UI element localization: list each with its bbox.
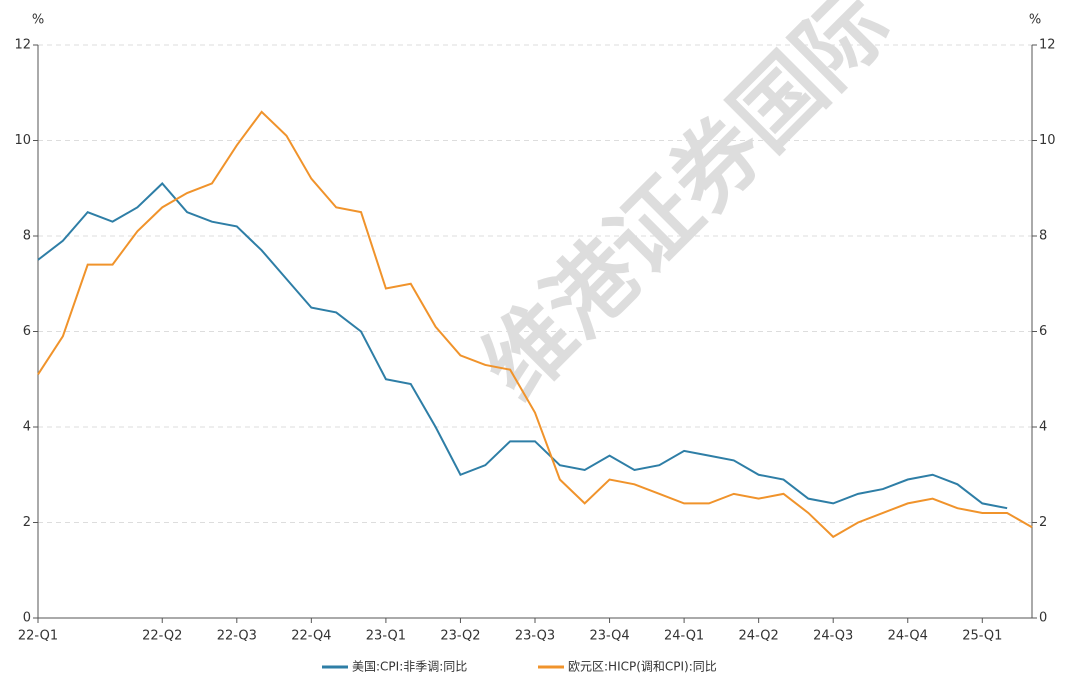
x-tick-label: 24-Q3 xyxy=(813,629,853,644)
y2-tick-label: 8 xyxy=(1039,229,1047,244)
y-tick-label: 2 xyxy=(23,515,31,530)
y2-tick-label: 2 xyxy=(1039,515,1047,530)
legend-item: 欧元区:HICP(调和CPI):同比 xyxy=(538,660,717,674)
x-tick-label: 22-Q3 xyxy=(217,629,257,644)
y-tick-label: 10 xyxy=(14,133,31,148)
x-tick-label: 23-Q2 xyxy=(440,629,480,644)
x-tick-label: 23-Q1 xyxy=(366,629,406,644)
watermark: 维港证券国际 xyxy=(462,0,908,418)
x-tick-label: 22-Q1 xyxy=(18,629,58,644)
x-tick-label: 22-Q2 xyxy=(142,629,182,644)
y-tick-label: 12 xyxy=(14,38,31,53)
series-line xyxy=(37,110,1033,539)
series-line xyxy=(37,182,1008,510)
x-tick-label: 25-Q1 xyxy=(962,629,1002,644)
y-tick-label: 8 xyxy=(23,229,31,244)
y2-tick-label: 6 xyxy=(1039,324,1047,339)
y2-unit: % xyxy=(1029,13,1041,28)
x-tick-label: 24-Q2 xyxy=(739,629,779,644)
y2-tick-label: 4 xyxy=(1039,420,1047,435)
x-tick-label: 22-Q4 xyxy=(291,629,331,644)
x-tick-label: 23-Q3 xyxy=(515,629,555,644)
y2-tick-label: 10 xyxy=(1039,133,1056,148)
y-tick-label: 6 xyxy=(23,324,31,339)
y-unit: % xyxy=(32,13,44,28)
x-tick-label: 24-Q4 xyxy=(888,629,928,644)
y-tick-label: 4 xyxy=(23,420,31,435)
x-tick-label: 23-Q4 xyxy=(589,629,629,644)
legend-label: 美国:CPI:非季调:同比 xyxy=(352,660,467,674)
legend-label: 欧元区:HICP(调和CPI):同比 xyxy=(568,660,717,674)
y-tick-label: 0 xyxy=(23,611,31,626)
x-tick-label: 24-Q1 xyxy=(664,629,704,644)
y2-tick-label: 12 xyxy=(1039,38,1056,53)
legend-item: 美国:CPI:非季调:同比 xyxy=(322,660,467,674)
y2-tick-label: 0 xyxy=(1039,611,1047,626)
